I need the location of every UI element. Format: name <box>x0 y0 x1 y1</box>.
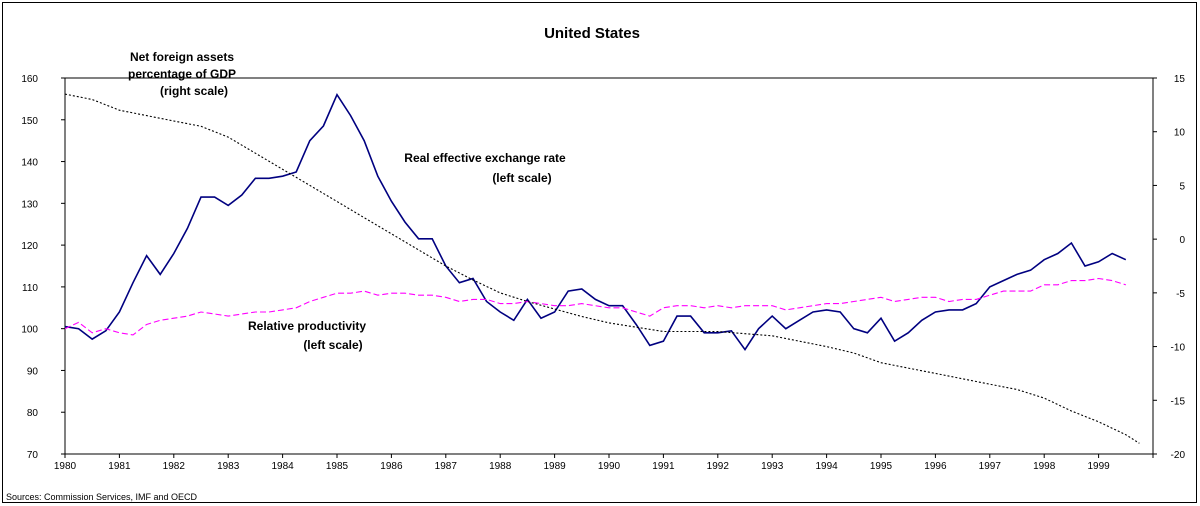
left-tick-label: 130 <box>21 199 38 210</box>
right-tick-label: 15 <box>1174 74 1186 85</box>
x-tick-label: 1987 <box>435 461 458 472</box>
left-tick-label: 120 <box>21 241 38 252</box>
right-tick-label: -15 <box>1171 396 1186 407</box>
left-tick-label: 80 <box>27 408 39 419</box>
x-tick-label: 1982 <box>163 461 186 472</box>
x-tick-label: 1996 <box>924 461 947 472</box>
right-tick-label: -5 <box>1176 289 1185 300</box>
x-tick-label: 1999 <box>1087 461 1110 472</box>
x-tick-label: 1985 <box>326 461 349 472</box>
left-tick-label: 90 <box>27 366 39 377</box>
reer-annotation: Real effective exchange rate (left scale… <box>404 151 566 185</box>
x-tick-label: 1993 <box>761 461 784 472</box>
annotation-reer-line2: (left scale) <box>492 171 551 185</box>
source-note: Sources: Commission Services, IMF and OE… <box>6 492 198 502</box>
x-tick-label: 1988 <box>489 461 512 472</box>
right-tick-label: -10 <box>1171 343 1186 354</box>
x-tick-label: 1990 <box>598 461 621 472</box>
left-tick-label: 150 <box>21 116 38 127</box>
right-tick-label: 0 <box>1179 235 1185 246</box>
right-tick-label: 10 <box>1174 128 1186 139</box>
series-line-productivity <box>64 277 1126 336</box>
chart-title: United States <box>544 25 640 42</box>
x-tick-label: 1992 <box>707 461 730 472</box>
left-axis: 70 80 90 100 110 120 130 140 150 160 <box>21 74 65 461</box>
annotation-prod-line2: (left scale) <box>303 338 362 352</box>
x-tick-label: 1995 <box>870 461 893 472</box>
left-tick-label: 100 <box>21 325 38 336</box>
annotation-reer-line1: Real effective exchange rate <box>404 151 566 165</box>
x-axis: 1980 1981 1982 1983 1984 1985 1986 1987 1988 1989… <box>54 454 1154 472</box>
x-tick-label: 1989 <box>543 461 566 472</box>
x-tick-label: 1994 <box>815 461 838 472</box>
annotation-prod-line1: Relative productivity <box>248 319 366 333</box>
right-axis: -20 -15 -10 -5 0 5 10 15 <box>1153 74 1185 461</box>
left-tick-label: 70 <box>27 450 39 461</box>
x-tick-label: 1997 <box>979 461 1002 472</box>
annotation-nfa-line2: percentage of GDP <box>128 67 236 81</box>
right-tick-label: -20 <box>1171 450 1186 461</box>
annotation-nfa-line1: Net foreign assets <box>130 50 234 64</box>
series-line-exchange-rate <box>64 93 1127 352</box>
x-tick-label: 1991 <box>652 461 675 472</box>
left-tick-label: 160 <box>21 74 38 85</box>
x-tick-label: 1981 <box>108 461 131 472</box>
x-tick-label: 1980 <box>54 461 77 472</box>
nfa-annotation: Net foreign assets percentage of GDP (ri… <box>128 50 236 98</box>
plot-area <box>64 77 1154 455</box>
left-tick-label: 140 <box>21 158 38 169</box>
left-tick-label: 110 <box>22 283 38 294</box>
x-tick-label: 1984 <box>271 461 294 472</box>
right-tick-label: 5 <box>1179 181 1185 192</box>
x-tick-label: 1983 <box>217 461 240 472</box>
x-tick-label: 1986 <box>380 461 403 472</box>
annotation-nfa-line3: (right scale) <box>160 84 228 98</box>
x-tick-label: 1998 <box>1033 461 1056 472</box>
series-line-net-foreign-assets <box>64 93 1140 444</box>
series-lines <box>64 93 1140 444</box>
productivity-annotation: Relative productivity (left scale) <box>248 319 366 352</box>
